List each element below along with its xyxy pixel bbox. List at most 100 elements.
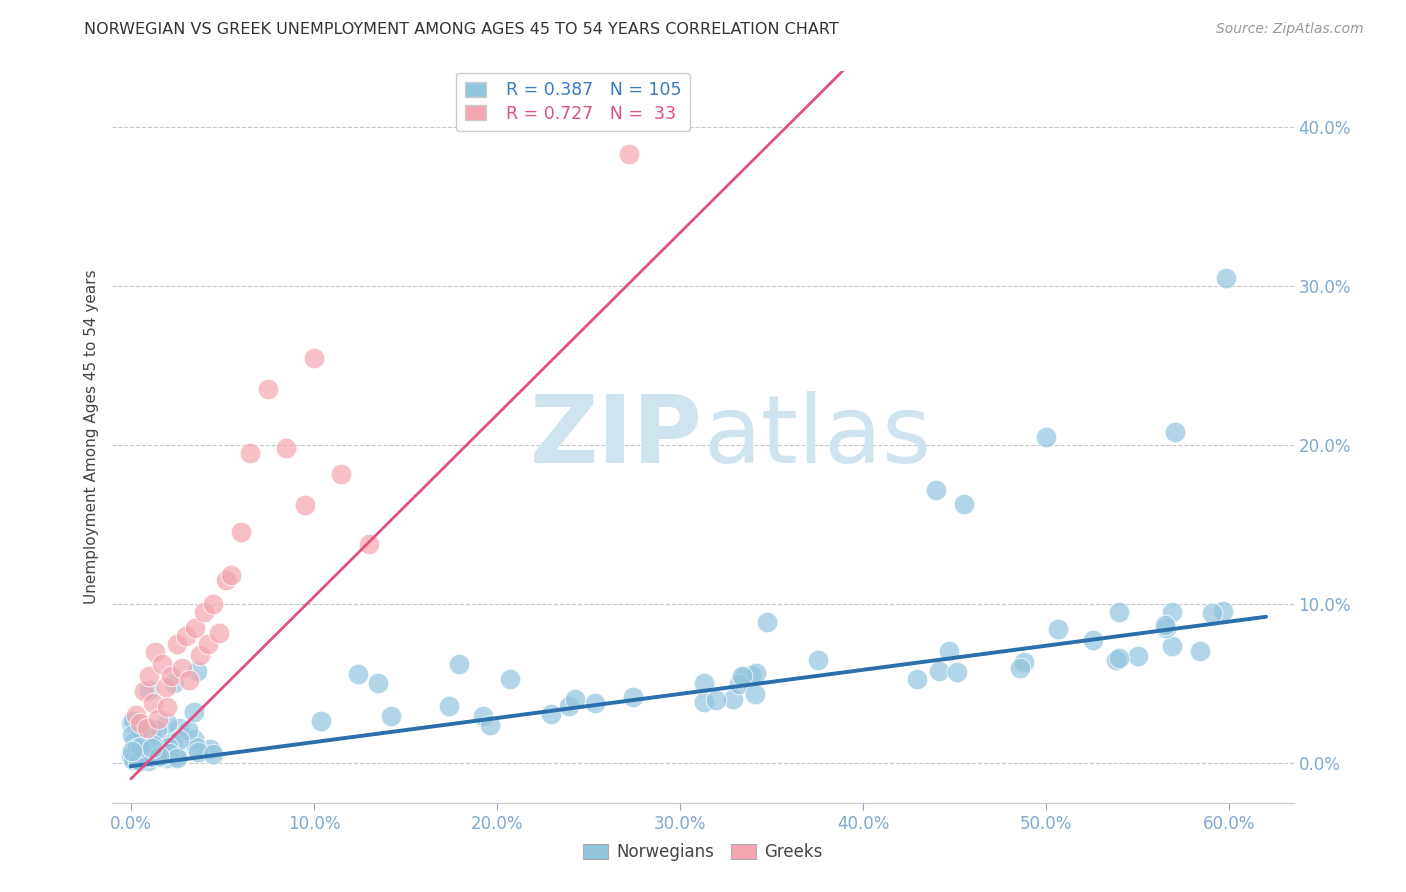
Point	[437, 699, 460, 714]
Y-axis label: Unemployment Among Ages 45 to 54 years: Unemployment Among Ages 45 to 54 years	[83, 269, 98, 605]
Point	[1161, 605, 1184, 619]
Text: Source: ZipAtlas.com: Source: ZipAtlas.com	[1216, 22, 1364, 37]
Point	[367, 676, 389, 690]
Point	[1215, 271, 1237, 285]
Point	[124, 734, 146, 748]
Point	[156, 751, 179, 765]
Point	[122, 753, 145, 767]
Point	[309, 714, 332, 728]
Point	[1108, 650, 1130, 665]
Legend: Norwegians, Greeks: Norwegians, Greeks	[576, 837, 830, 868]
Point	[558, 699, 581, 714]
Point	[357, 536, 380, 550]
Point	[166, 749, 188, 764]
Point	[221, 568, 243, 582]
Point	[447, 657, 470, 672]
Point	[583, 697, 606, 711]
Point	[156, 739, 179, 754]
Point	[136, 754, 159, 768]
Point	[132, 684, 155, 698]
Point	[143, 645, 166, 659]
Point	[183, 705, 205, 719]
Point	[162, 735, 184, 749]
Point	[139, 737, 162, 751]
Point	[142, 696, 165, 710]
Point	[120, 716, 142, 731]
Point	[129, 740, 152, 755]
Point	[124, 745, 146, 759]
Point	[136, 721, 159, 735]
Point	[330, 467, 353, 481]
Point	[540, 707, 562, 722]
Point	[129, 753, 152, 767]
Point	[621, 690, 644, 704]
Point	[380, 709, 402, 723]
Point	[499, 672, 522, 686]
Point	[1108, 605, 1130, 619]
Point	[1105, 653, 1128, 667]
Point	[142, 738, 165, 752]
Point	[1160, 639, 1182, 653]
Point	[183, 731, 205, 746]
Point	[925, 483, 948, 497]
Point	[150, 657, 173, 672]
Point	[190, 648, 212, 662]
Point	[928, 665, 950, 679]
Point	[946, 665, 969, 680]
Point	[163, 676, 186, 690]
Point	[257, 383, 280, 397]
Point	[1046, 622, 1069, 636]
Point	[197, 637, 219, 651]
Point	[740, 668, 762, 682]
Point	[302, 351, 325, 365]
Text: ZIP: ZIP	[530, 391, 703, 483]
Point	[1008, 660, 1031, 674]
Point	[208, 625, 231, 640]
Point	[200, 742, 222, 756]
Point	[155, 680, 177, 694]
Point	[127, 753, 149, 767]
Point	[125, 743, 148, 757]
Point	[125, 708, 148, 723]
Point	[1212, 604, 1234, 618]
Point	[807, 652, 830, 666]
Point	[1156, 621, 1178, 635]
Point	[1081, 633, 1104, 648]
Point	[156, 700, 179, 714]
Point	[727, 676, 749, 690]
Point	[938, 644, 960, 658]
Point	[135, 732, 157, 747]
Point	[167, 732, 190, 747]
Point	[692, 676, 714, 690]
Text: atlas: atlas	[703, 391, 931, 483]
Point	[745, 666, 768, 681]
Point	[184, 740, 207, 755]
Point	[294, 499, 316, 513]
Point	[472, 708, 495, 723]
Point	[120, 749, 142, 764]
Point	[160, 668, 183, 682]
Point	[177, 723, 200, 737]
Point	[129, 754, 152, 768]
Point	[1163, 425, 1185, 440]
Point	[1035, 430, 1057, 444]
Point	[129, 716, 152, 731]
Point	[170, 660, 193, 674]
Point	[617, 147, 640, 161]
Point	[138, 668, 160, 682]
Point	[1201, 606, 1223, 620]
Point	[131, 731, 153, 746]
Point	[721, 692, 744, 706]
Point	[756, 615, 779, 630]
Point	[174, 629, 197, 643]
Point	[347, 667, 370, 681]
Point	[149, 750, 172, 764]
Point	[135, 736, 157, 750]
Point	[125, 740, 148, 755]
Point	[276, 441, 298, 455]
Point	[128, 754, 150, 768]
Point	[187, 745, 209, 759]
Point	[152, 745, 174, 759]
Point	[131, 754, 153, 768]
Point	[239, 446, 262, 460]
